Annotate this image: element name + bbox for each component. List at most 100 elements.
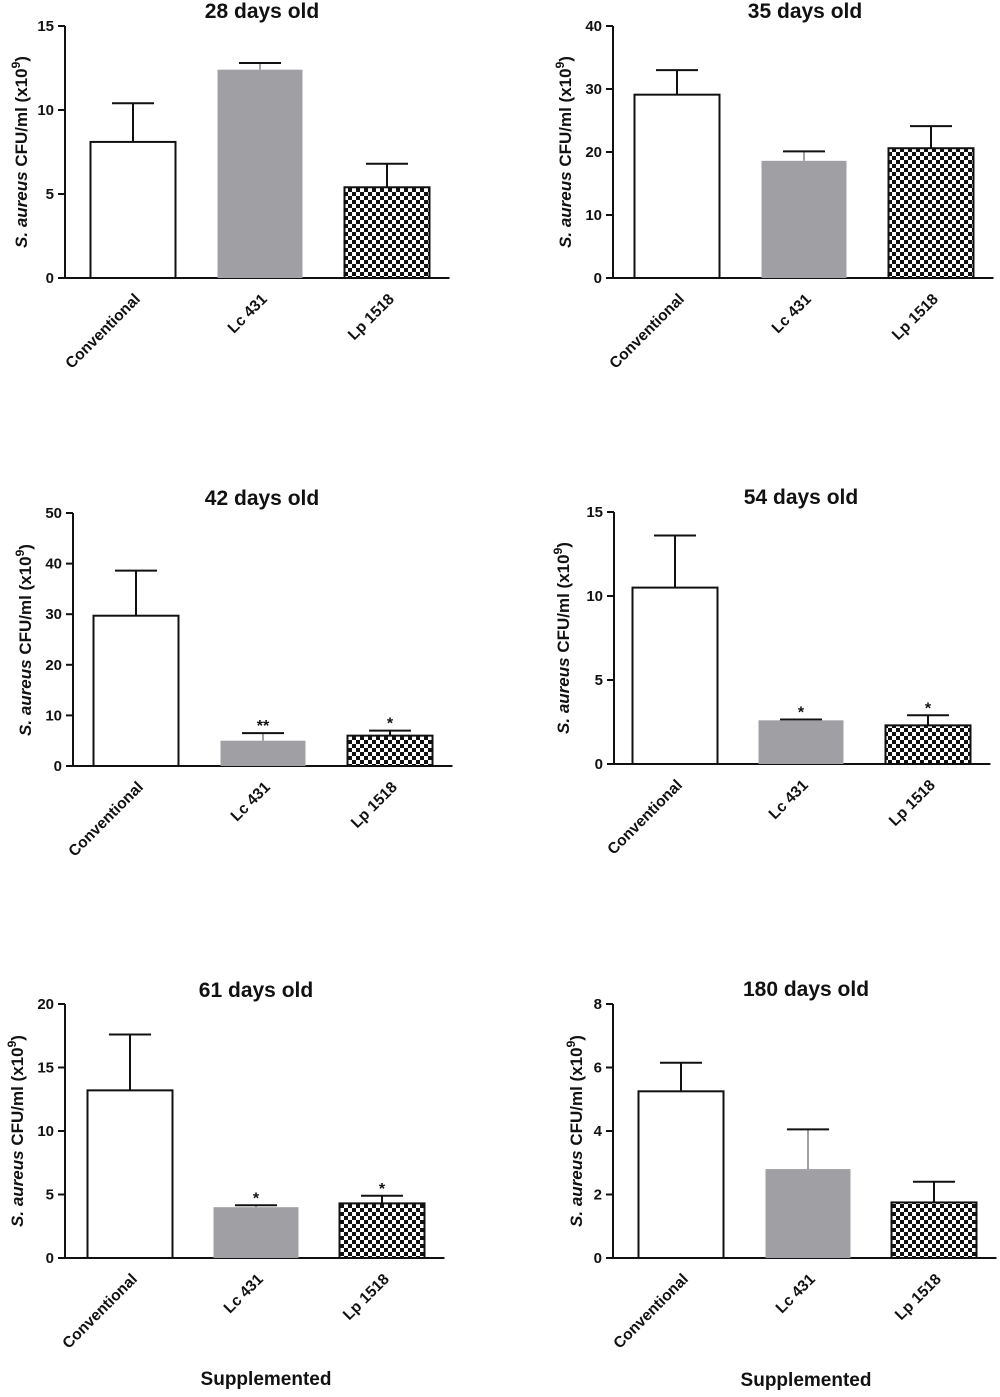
bar-conventional	[631, 586, 719, 765]
y-axis-label-close: )	[554, 542, 573, 548]
y-axis-label: S. aureus CFU/ml (x109)	[551, 542, 573, 734]
chart-title: 54 days old	[744, 486, 858, 509]
bar-lp-1518	[346, 734, 434, 768]
bar-lp-1518	[338, 1202, 426, 1260]
category-label: Conventional	[65, 779, 146, 860]
chart-panel-5: 61 days old 0 5 10 15 20 S. aureus CFU/ml (x10…	[5, 979, 445, 1390]
category-label: Lc 431	[225, 291, 271, 337]
bar-lc-431	[213, 1207, 299, 1258]
y-axis-label-exponent: 9	[564, 1040, 578, 1047]
chart-panel-1: 28 days old 0 5 10 15 S. aureus CFU/ml (x109)…	[9, 0, 450, 372]
category-label: Lp 1518	[886, 777, 939, 830]
category-label: Conventional	[59, 1271, 140, 1352]
chart-panel-3: 42 days old 0 10 20 30 40 50 S. aureus CFU/ml (…	[13, 487, 453, 860]
y-tick-label: 5	[595, 672, 603, 689]
bar-conventional	[637, 1090, 725, 1259]
significance-marker: *	[387, 716, 394, 733]
category-label: Lc 431	[769, 291, 815, 337]
y-axis-label-species: S. aureus	[16, 659, 35, 736]
category-label: Lp 1518	[345, 291, 398, 344]
x-axis-label: Supplemented	[201, 1369, 332, 1390]
chart-title: 42 days old	[205, 487, 319, 510]
bar-lp-1518	[890, 1201, 978, 1259]
bar-lp-1518	[887, 147, 975, 279]
y-axis-label: S. aureus CFU/ml (x109)	[553, 56, 575, 248]
y-tick-label: 50	[45, 505, 62, 522]
y-tick-label: 5	[46, 1187, 54, 1204]
y-axis-label-unit: CFU/ml (x10	[556, 68, 575, 171]
y-axis-label-species: S. aureus	[12, 171, 31, 248]
y-tick-label: 8	[594, 996, 602, 1013]
category-label: Lc 431	[773, 1271, 819, 1317]
y-tick-label: 20	[585, 144, 602, 161]
significance-marker: *	[379, 1181, 386, 1198]
significance-marker: *	[925, 700, 932, 717]
bar-conventional	[633, 93, 721, 279]
y-tick-label: 15	[586, 504, 603, 521]
y-tick-label: 30	[45, 606, 62, 623]
y-axis-label-exponent: 9	[553, 61, 567, 68]
y-axis-label-close: )	[8, 1035, 27, 1041]
bar-lp-1518	[343, 186, 431, 279]
y-tick-label: 10	[586, 588, 603, 605]
y-tick-label: 10	[37, 102, 54, 119]
y-tick-label: 10	[37, 1123, 54, 1140]
significance-marker: **	[257, 718, 270, 735]
y-axis-label-unit: CFU/ml (x10	[567, 1047, 586, 1150]
y-axis-label: S. aureus CFU/ml (x109)	[5, 1035, 27, 1227]
y-axis-label-unit: CFU/ml (x10	[16, 556, 35, 659]
y-axis-label-unit: CFU/ml (x10	[12, 68, 31, 171]
bar-lc-431	[761, 160, 847, 278]
y-tick-label: 6	[594, 1060, 602, 1077]
y-tick-label: 20	[45, 657, 62, 674]
chart-panel-4: 54 days old 0 5 10 15 S. aureus CFU/ml (x109)…	[551, 486, 991, 858]
bar-lc-431	[758, 720, 844, 764]
y-tick-label: 2	[594, 1187, 602, 1204]
bar-lc-431	[765, 1169, 851, 1258]
y-tick-label: 40	[585, 18, 602, 35]
category-label: Conventional	[62, 291, 143, 372]
y-axis-label: S. aureus CFU/ml (x109)	[13, 544, 35, 736]
category-label: Lp 1518	[892, 1271, 945, 1324]
significance-marker: *	[253, 1190, 260, 1207]
chart-panel-6: 180 days old 0 2 4 6 8 S. aureus CFU/ml (x109)…	[564, 978, 997, 1391]
bar-lp-1518	[884, 724, 972, 765]
chart-title: 35 days old	[748, 0, 862, 23]
y-axis-label: S. aureus CFU/ml (x109)	[564, 1035, 586, 1227]
y-tick-label: 15	[37, 18, 54, 35]
y-axis-label-close: )	[12, 56, 31, 62]
y-tick-label: 0	[46, 270, 54, 287]
category-label: Conventional	[610, 1271, 691, 1352]
y-tick-label: 4	[594, 1123, 603, 1140]
category-label: Conventional	[604, 777, 685, 858]
category-label: Lp 1518	[340, 1271, 393, 1324]
chart-title: 180 days old	[743, 978, 869, 1001]
y-tick-label: 30	[585, 81, 602, 98]
y-axis-label: S. aureus CFU/ml (x109)	[9, 56, 31, 248]
category-label: Lc 431	[228, 779, 274, 825]
y-tick-label: 10	[585, 207, 602, 224]
category-label: Lc 431	[221, 1271, 267, 1317]
chart-title: 28 days old	[205, 0, 319, 23]
category-label: Lp 1518	[348, 779, 401, 832]
y-axis-label-exponent: 9	[13, 549, 27, 556]
bar-lc-431	[217, 69, 303, 279]
y-axis-label-exponent: 9	[5, 1040, 19, 1047]
y-tick-label: 0	[595, 756, 603, 773]
y-tick-label: 0	[54, 758, 62, 775]
y-axis-label-exponent: 9	[551, 547, 565, 554]
significance-marker: *	[798, 704, 805, 721]
bar-conventional	[92, 614, 180, 768]
y-axis-label-species: S. aureus	[8, 1150, 27, 1227]
y-axis-label-species: S. aureus	[567, 1150, 586, 1227]
y-axis-label-unit: CFU/ml (x10	[554, 554, 573, 657]
bar-lc-431	[220, 740, 306, 766]
y-tick-label: 10	[45, 707, 62, 724]
category-label: Lc 431	[766, 777, 812, 823]
bar-conventional	[86, 1089, 174, 1259]
y-axis-label-unit: CFU/ml (x10	[8, 1047, 27, 1150]
category-label: Conventional	[606, 291, 687, 372]
y-axis-label-close: )	[556, 56, 575, 62]
